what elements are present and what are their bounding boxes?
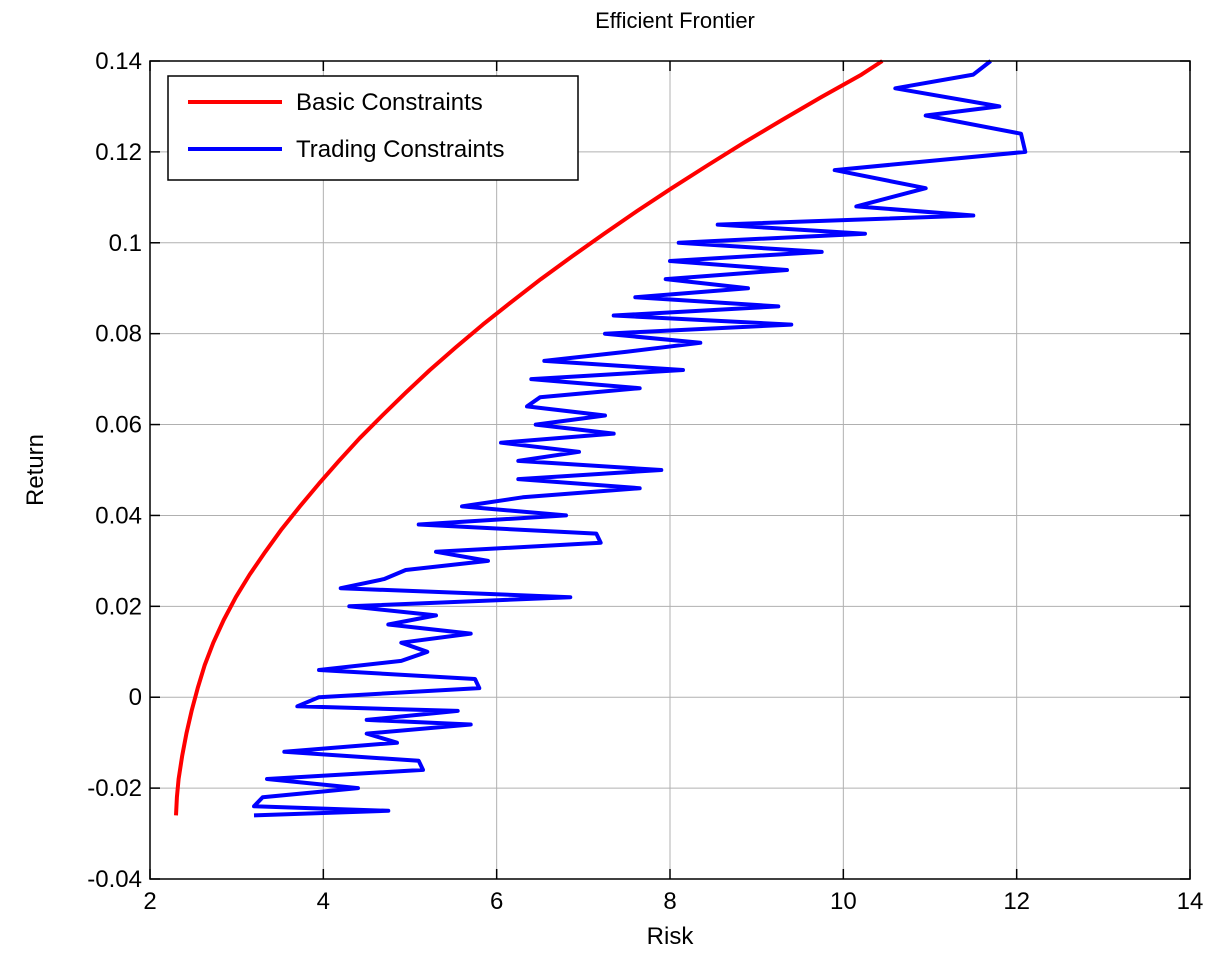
- legend-label-trading-constraints: Trading Constraints: [296, 136, 505, 163]
- y-tick-label: -0.02: [87, 775, 142, 802]
- y-axis-label: Return: [22, 434, 49, 506]
- grid: [150, 61, 1190, 879]
- y-tick-label: 0.02: [95, 593, 142, 620]
- x-tick-label: 6: [490, 888, 503, 915]
- series-layer: [174, 59, 1028, 818]
- legend-box: [167, 75, 579, 181]
- chart-title: Efficient Frontier: [595, 8, 755, 33]
- y-tick-label: 0.04: [95, 502, 142, 529]
- series-line-basic-constraints: [174, 59, 884, 816]
- y-tick-label: 0.12: [95, 139, 142, 166]
- y-tick-label: 0.1: [109, 230, 142, 257]
- y-tick-label: 0.06: [95, 412, 142, 439]
- x-axis-label: Risk: [647, 923, 695, 950]
- y-tick-label: 0.08: [95, 321, 142, 348]
- y-tick-label: 0: [129, 684, 142, 711]
- x-tick-label: 2: [143, 888, 156, 915]
- x-tick-label: 12: [1003, 888, 1030, 915]
- x-tick-label: 8: [663, 888, 676, 915]
- series-line-trading-constraints: [252, 59, 1028, 818]
- ticks-layer: 2 4 6 8 10 12 14 -0.04 -0.02 0 0.02 0.04 0.06 0.08 0.1…: [87, 48, 1203, 915]
- x-tick-label: 4: [317, 888, 330, 915]
- y-tick-label: 0.14: [95, 48, 142, 75]
- y-tick-label: -0.04: [87, 866, 142, 893]
- legend: Basic Constraints Trading Constraints: [167, 75, 579, 181]
- x-tick-label: 14: [1177, 888, 1204, 915]
- x-tick-label: 10: [830, 888, 857, 915]
- legend-label-basic-constraints: Basic Constraints: [296, 89, 483, 116]
